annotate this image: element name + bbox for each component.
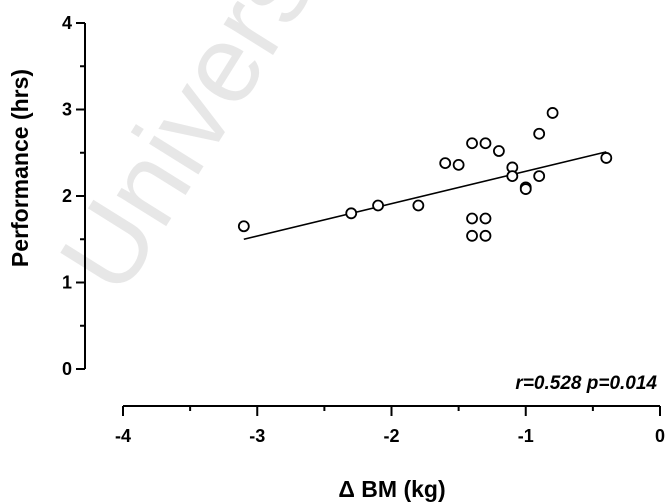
watermark: University of Cape Town [36, 0, 665, 313]
data-point [492, 145, 505, 157]
x-tick-label: 0 [655, 426, 665, 446]
data-point [466, 212, 478, 225]
data-point [372, 199, 384, 212]
regression-line [243, 151, 607, 241]
data-point [546, 107, 559, 119]
y-axis: 0 1 2 3 4 [62, 13, 86, 379]
regression-line-group [243, 151, 607, 241]
y-tick-label: 4 [62, 13, 72, 33]
data-point [237, 220, 250, 233]
data-point [412, 199, 425, 212]
x-tick-label: -3 [249, 426, 265, 446]
y-tick-label: 1 [62, 273, 72, 293]
data-point [506, 170, 519, 183]
data-point [452, 158, 465, 171]
data-point [533, 127, 546, 140]
data-point [600, 152, 613, 164]
data-point [533, 170, 546, 183]
x-axis-title: Δ BM (kg) [338, 476, 445, 502]
x-tick-label: -4 [115, 426, 131, 446]
data-points [237, 107, 613, 242]
correlation-annotation: r=0.528 p=0.014 [515, 373, 657, 394]
y-tick-label: 0 [62, 359, 72, 379]
x-axis: -4 -3 -2 -1 0 [115, 405, 665, 446]
data-point [439, 157, 452, 170]
data-point [345, 207, 358, 220]
x-tick-label: -1 [518, 426, 534, 446]
data-point [466, 137, 478, 150]
data-point [466, 229, 478, 242]
data-point [479, 137, 492, 150]
y-tick-label: 3 [62, 100, 72, 120]
y-axis-title: Performance (hrs) [7, 69, 33, 267]
x-tick-label: -2 [383, 426, 399, 446]
data-point [519, 183, 532, 195]
data-point [479, 229, 492, 242]
data-point [479, 212, 492, 225]
y-tick-label: 2 [62, 186, 72, 206]
